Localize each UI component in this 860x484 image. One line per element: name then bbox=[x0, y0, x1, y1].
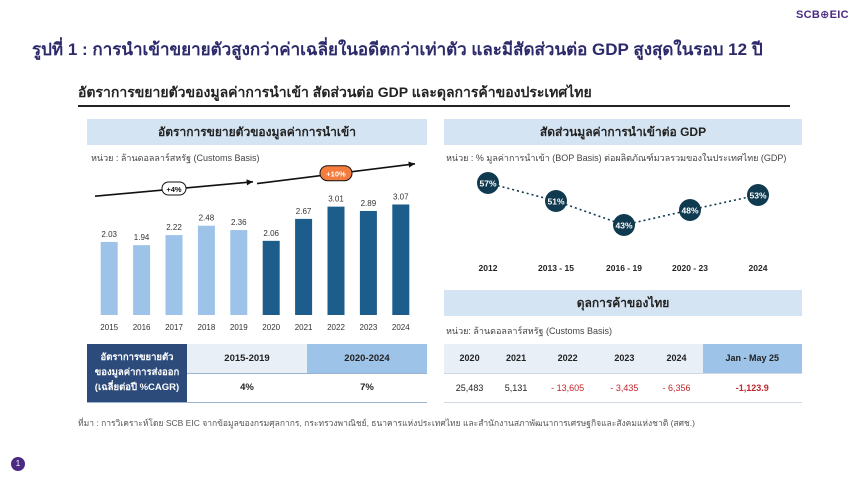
x-tick-label: 2017 bbox=[165, 323, 183, 332]
data-point-label: 53% bbox=[749, 191, 766, 201]
x-tick-label: 2018 bbox=[198, 323, 216, 332]
bar-value-label: 2.89 bbox=[361, 199, 377, 208]
subtitle-rule bbox=[78, 105, 790, 107]
section-subtitle: อัตราการขยายตัวของมูลค่าการนำเข้า สัดส่ว… bbox=[78, 84, 592, 100]
data-point-label: 57% bbox=[479, 179, 496, 189]
trade-col: 2023 bbox=[598, 344, 651, 374]
bar bbox=[327, 206, 345, 315]
growth-badge-1-label: +4% bbox=[166, 185, 182, 194]
cagr-header-line-1: อัตราการขยายตัว bbox=[100, 352, 174, 364]
bar-value-label: 2.03 bbox=[101, 230, 117, 239]
x-tick-label: 2019 bbox=[230, 323, 248, 332]
trade-val: - 13,605 bbox=[537, 373, 599, 403]
page-title: รูปที่ 1 : การนำเข้าขยายตัวสูงกว่าค่าเฉล… bbox=[32, 40, 763, 59]
cagr-val-2: 7% bbox=[307, 373, 427, 403]
x-tick-label: 2015 bbox=[100, 323, 118, 332]
data-point-label: 48% bbox=[681, 206, 698, 216]
cagr-val-1: 4% bbox=[187, 373, 307, 403]
x-tick-label: 2024 bbox=[392, 323, 410, 332]
brand-logo: SCB⊕EIC bbox=[796, 9, 849, 21]
x-tick-label: 2021 bbox=[295, 323, 313, 332]
line-chart-title: สัดส่วนมูลค่าการนำเข้าต่อ GDP bbox=[444, 119, 802, 145]
bar-value-label: 1.94 bbox=[134, 233, 150, 242]
x-tick-label: 2013 - 15 bbox=[538, 263, 574, 273]
trade-col: Jan - May 25 bbox=[702, 344, 802, 374]
cagr-row-header: อัตราการขยายตัว ของมูลค่าการส่งออก (เฉลี… bbox=[87, 344, 187, 403]
bar bbox=[165, 235, 183, 315]
trade-val: - 3,435 bbox=[598, 373, 651, 403]
cagr-table: อัตราการขยายตัว ของมูลค่าการส่งออก (เฉลี… bbox=[87, 344, 427, 403]
data-point bbox=[613, 214, 635, 236]
bar-value-label: 2.48 bbox=[199, 214, 215, 223]
bar bbox=[100, 241, 118, 315]
bar-value-label: 2.06 bbox=[263, 229, 279, 238]
trade-val: 25,483 bbox=[444, 373, 496, 403]
bar-chart-unit: หน่วย : ล้านดอลลาร์สหรัฐ (Customs Basis) bbox=[91, 153, 260, 163]
source-note: ที่มา : การวิเคราะห์โดย SCB EIC จากข้อมู… bbox=[78, 418, 695, 428]
trade-col: 2022 bbox=[537, 344, 599, 374]
data-point-label: 51% bbox=[547, 197, 564, 207]
growth-arrow-2-head bbox=[408, 161, 415, 168]
series-line-segment bbox=[555, 200, 625, 226]
bar-value-label: 2.67 bbox=[296, 207, 312, 216]
growth-badge-1 bbox=[161, 181, 187, 196]
growth-badge-2-label: +10% bbox=[326, 170, 346, 179]
data-point bbox=[747, 184, 769, 206]
data-point bbox=[679, 199, 701, 221]
trade-val: - 6,356 bbox=[650, 373, 703, 403]
bar bbox=[295, 218, 313, 315]
bar-value-label: 2.36 bbox=[231, 218, 247, 227]
series-line-segment bbox=[487, 182, 557, 202]
bar bbox=[262, 240, 280, 315]
x-tick-label: 2012 bbox=[479, 263, 498, 273]
data-point bbox=[477, 172, 499, 194]
trade-val: -1,123.9 bbox=[702, 373, 802, 403]
cagr-col-1: 2015-2019 bbox=[187, 344, 307, 374]
growth-arrow-1-head bbox=[246, 179, 253, 186]
x-tick-label: 2022 bbox=[327, 323, 345, 332]
line-chart-unit: หน่วย : % มูลค่าการนำเข้า (BOP Basis) ต่… bbox=[446, 153, 787, 163]
series-line-segment bbox=[623, 209, 691, 226]
data-point-label: 43% bbox=[615, 221, 632, 231]
bar-chart-title: อัตราการขยายตัวของมูลค่าการนำเข้า bbox=[87, 119, 427, 145]
x-tick-label: 2023 bbox=[360, 323, 378, 332]
page-number: 1 bbox=[11, 457, 25, 471]
x-tick-label: 2020 bbox=[262, 323, 280, 332]
x-tick-label: 2016 - 19 bbox=[606, 263, 642, 273]
trade-col: 2024 bbox=[650, 344, 703, 374]
import-growth-bar-chart: 2.03 2015 1.94 2016 2.22 2017 2.48 2018 2.36 2019… bbox=[94, 161, 416, 332]
trade-val: 5,131 bbox=[495, 373, 537, 403]
bar bbox=[230, 230, 248, 315]
bar bbox=[133, 245, 151, 315]
bar-value-label: 2.22 bbox=[166, 223, 182, 232]
bar-value-label: 3.07 bbox=[393, 192, 409, 201]
bar-value-label: 3.01 bbox=[328, 195, 344, 204]
trade-col: 2021 bbox=[495, 344, 537, 374]
cagr-header-line-2: ของมูลค่าการส่งออก bbox=[94, 367, 180, 379]
x-tick-label: 2016 bbox=[133, 323, 151, 332]
bar bbox=[359, 210, 377, 315]
data-point bbox=[545, 190, 567, 212]
growth-badge-2 bbox=[319, 165, 353, 182]
x-tick-label: 2020 - 23 bbox=[672, 263, 708, 273]
trade-balance-table: 2020 2021 2022 2023 2024 Jan - May 25 25… bbox=[444, 344, 802, 403]
bar bbox=[392, 204, 410, 315]
trade-col: 2020 bbox=[444, 344, 496, 374]
trade-balance-title: ดุลการค้าของไทย bbox=[444, 290, 802, 316]
cagr-col-2: 2020-2024 bbox=[307, 344, 427, 374]
import-gdp-line-chart: 57% 2012 51% 2013 - 15 43% 2016 - 19 48% 2020 -… bbox=[477, 172, 769, 273]
x-tick-label: 2024 bbox=[749, 263, 768, 273]
series-line-segment bbox=[689, 194, 759, 211]
trade-balance-unit: หน่วย: ล้านดอลลาร์สหรัฐ (Customs Basis) bbox=[446, 326, 613, 336]
cagr-header-line-3: (เฉลี่ยต่อปี %CAGR) bbox=[94, 382, 180, 394]
bar bbox=[197, 225, 215, 315]
